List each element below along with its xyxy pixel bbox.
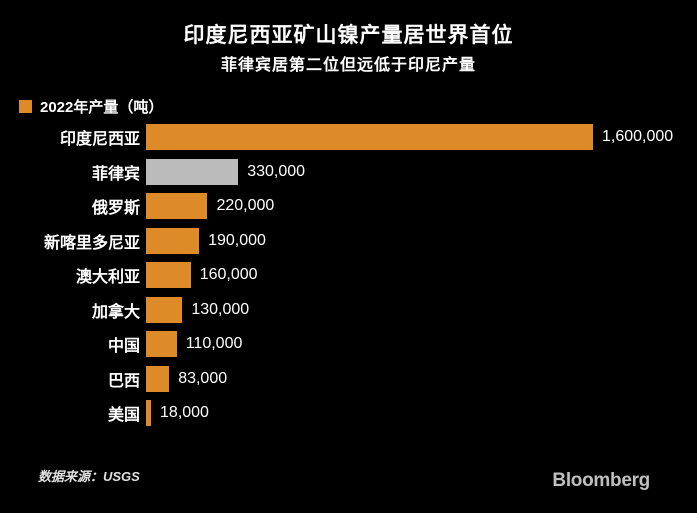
category-label: 新喀里多尼亚 bbox=[43, 234, 140, 252]
chart-row: 俄罗斯 220,000 bbox=[0, 189, 697, 224]
category-label: 巴西 bbox=[107, 372, 140, 390]
chart-title: 印度尼西亚矿山镍产量居世界首位 bbox=[183, 24, 514, 47]
chart-row: 加拿大 130,000 bbox=[0, 293, 697, 328]
data-source-note: 数据来源：USGS bbox=[38, 469, 140, 484]
bar bbox=[146, 365, 170, 392]
value-label: 83,000 bbox=[178, 369, 228, 387]
bloomberg-logo: Bloomberg bbox=[552, 470, 650, 491]
value-label: 220,000 bbox=[216, 197, 275, 215]
bar bbox=[146, 193, 208, 220]
category-label: 俄罗斯 bbox=[91, 200, 140, 218]
category-label: 加拿大 bbox=[91, 303, 140, 321]
value-label: 160,000 bbox=[199, 266, 258, 284]
legend-label: 2022年产量（吨） bbox=[40, 99, 164, 116]
category-label: 美国 bbox=[107, 407, 140, 425]
value-label: 110,000 bbox=[185, 335, 243, 353]
category-label: 中国 bbox=[107, 338, 140, 356]
value-label: 18,000 bbox=[160, 404, 209, 422]
bar bbox=[146, 296, 183, 323]
bar bbox=[146, 400, 152, 427]
bar bbox=[146, 262, 191, 289]
bar bbox=[146, 331, 177, 358]
category-label: 澳大利亚 bbox=[75, 269, 140, 287]
chart-row: 澳大利亚 160,000 bbox=[0, 258, 697, 293]
bar-chart: 印度尼西亚 1,600,000 菲律宾 330,000 俄罗斯 220,000 … bbox=[0, 120, 697, 431]
bar bbox=[146, 124, 593, 151]
category-label: 菲律宾 bbox=[91, 165, 140, 183]
chart-row: 巴西 83,000 bbox=[0, 362, 697, 397]
bar bbox=[146, 158, 239, 185]
chart-subtitle: 菲律宾居第二位但远低于印尼产量 bbox=[220, 57, 476, 74]
bar bbox=[146, 227, 200, 254]
chart-row: 印度尼西亚 1,600,000 bbox=[0, 120, 697, 155]
chart-row: 美国 18,000 bbox=[0, 396, 697, 431]
value-label: 1,600,000 bbox=[602, 128, 674, 146]
value-label: 330,000 bbox=[247, 162, 306, 180]
chart-row: 菲律宾 330,000 bbox=[0, 155, 697, 190]
chart-row: 中国 110,000 bbox=[0, 327, 697, 362]
legend: 2022年产量（吨） bbox=[19, 96, 163, 117]
legend-swatch-icon bbox=[19, 100, 32, 113]
chart-row: 新喀里多尼亚 190,000 bbox=[0, 224, 697, 259]
value-label: 190,000 bbox=[208, 231, 266, 249]
category-label: 印度尼西亚 bbox=[59, 131, 140, 149]
value-label: 130,000 bbox=[191, 300, 250, 318]
